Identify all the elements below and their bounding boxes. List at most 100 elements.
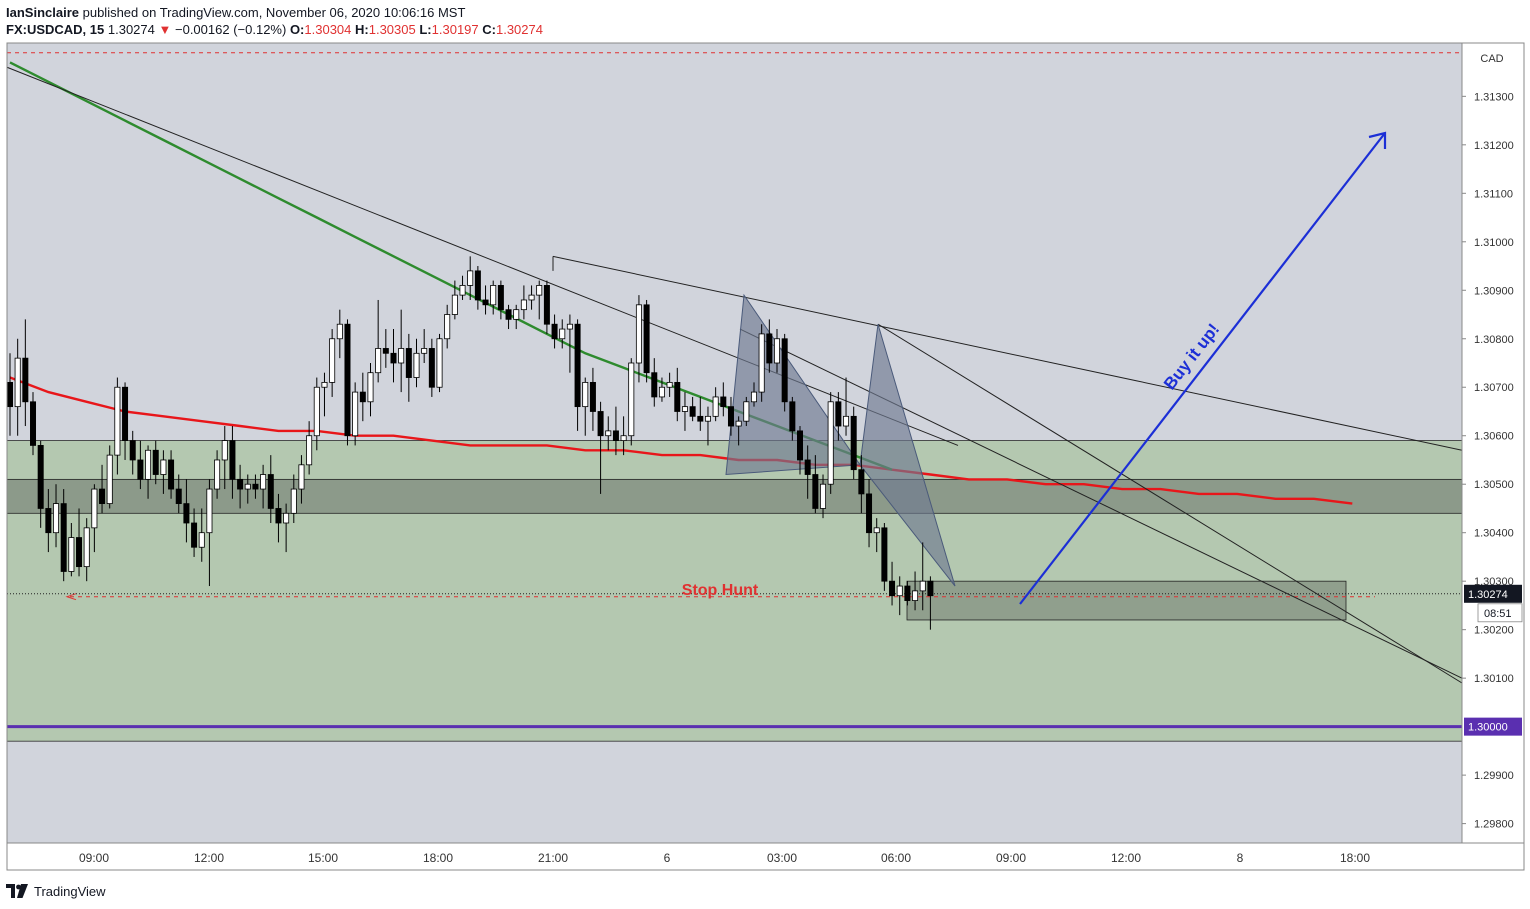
candle-body bbox=[643, 304, 650, 374]
candle-body bbox=[896, 585, 903, 597]
candle bbox=[413, 338, 420, 388]
candle bbox=[451, 280, 458, 320]
candle bbox=[14, 338, 21, 436]
candle-body bbox=[820, 483, 827, 509]
candle bbox=[804, 445, 811, 499]
candle-body bbox=[221, 440, 228, 461]
level-label: 1.30000 bbox=[1468, 722, 1508, 734]
candle-body bbox=[114, 386, 121, 456]
candle-body bbox=[712, 396, 719, 417]
candle bbox=[359, 372, 366, 422]
candle-body bbox=[774, 338, 781, 364]
candle bbox=[352, 382, 359, 446]
candle-body bbox=[528, 294, 535, 301]
candle-body bbox=[160, 459, 167, 475]
candle bbox=[566, 314, 573, 373]
candle bbox=[444, 304, 451, 349]
candle-body bbox=[152, 449, 159, 475]
candle bbox=[774, 329, 781, 373]
x-tick-label: 12:00 bbox=[1111, 851, 1141, 865]
candle bbox=[145, 445, 152, 499]
candle-body bbox=[298, 464, 305, 490]
candle bbox=[873, 518, 880, 553]
open-label: O: bbox=[289, 22, 305, 37]
candle-body bbox=[45, 508, 52, 534]
candle bbox=[720, 382, 727, 417]
candle bbox=[727, 396, 734, 436]
low-value: 1.30197 bbox=[431, 22, 479, 37]
candle bbox=[482, 285, 489, 315]
candle bbox=[582, 377, 589, 436]
candle-body bbox=[827, 401, 834, 485]
countdown-label: 08:51 bbox=[1484, 608, 1512, 620]
candle-body bbox=[267, 474, 274, 509]
candle bbox=[820, 474, 827, 519]
candle bbox=[467, 256, 474, 300]
candle-body bbox=[612, 430, 619, 441]
candle bbox=[597, 401, 604, 494]
candle-body bbox=[881, 527, 888, 582]
y-tick-label: 1.30500 bbox=[1474, 479, 1514, 491]
symbol-label[interactable]: FX:USDCAD, 15 bbox=[6, 22, 105, 37]
candle-body bbox=[482, 299, 489, 306]
candle bbox=[321, 372, 328, 417]
candle-body bbox=[467, 270, 474, 286]
candle-body bbox=[666, 381, 673, 388]
publish-line: IanSinclaire published on TradingView.co… bbox=[6, 5, 465, 20]
candle bbox=[405, 333, 412, 402]
candle bbox=[382, 329, 389, 368]
tradingview-brand[interactable]: TradingView bbox=[34, 883, 106, 899]
y-tick-label: 1.31300 bbox=[1474, 91, 1514, 103]
candle-body bbox=[428, 348, 435, 388]
candle-body bbox=[574, 323, 581, 408]
countdown-badge bbox=[1477, 603, 1523, 623]
stop-hunt-label: Stop Hunt bbox=[682, 582, 759, 599]
candle bbox=[513, 304, 520, 330]
candle bbox=[30, 392, 37, 456]
candle bbox=[91, 484, 98, 553]
candle bbox=[244, 474, 251, 504]
close-value: 1.30274 bbox=[495, 22, 543, 37]
candle-body bbox=[168, 459, 175, 490]
candle-body bbox=[635, 304, 642, 364]
x-tick-label: 8 bbox=[1237, 851, 1244, 865]
candle-body bbox=[382, 348, 389, 354]
candle-body bbox=[344, 323, 351, 437]
candle bbox=[114, 377, 121, 475]
candle bbox=[329, 329, 336, 397]
candle bbox=[658, 377, 665, 402]
candle-body bbox=[689, 406, 696, 417]
candle-body bbox=[436, 338, 443, 388]
candle-body bbox=[605, 430, 612, 437]
candle-body bbox=[927, 580, 934, 597]
candle bbox=[267, 455, 274, 523]
candle-body bbox=[260, 474, 267, 490]
candle bbox=[789, 396, 796, 441]
candle bbox=[797, 426, 804, 475]
price-axis[interactable] bbox=[1461, 42, 1525, 844]
candle bbox=[758, 324, 765, 402]
candle bbox=[497, 280, 504, 320]
x-tick-label: 06:00 bbox=[881, 851, 911, 865]
candle bbox=[612, 406, 619, 456]
candle-body bbox=[850, 415, 857, 471]
author-name[interactable]: IanSinclaire bbox=[6, 5, 79, 20]
candle-body bbox=[835, 401, 842, 427]
buy-arrow-line bbox=[1019, 132, 1386, 605]
y-tick-label: 1.29800 bbox=[1474, 819, 1514, 831]
candle bbox=[643, 299, 650, 383]
candle bbox=[99, 464, 106, 514]
y-tick-label: 1.31100 bbox=[1474, 188, 1513, 200]
candle bbox=[912, 571, 919, 611]
candle-body bbox=[589, 381, 596, 412]
candle-body bbox=[60, 503, 67, 572]
candle bbox=[198, 508, 205, 562]
candle-body bbox=[520, 299, 527, 311]
candle-body bbox=[99, 488, 106, 505]
candle bbox=[306, 421, 313, 475]
candle bbox=[505, 304, 512, 330]
candle-body bbox=[497, 285, 504, 311]
candle bbox=[45, 489, 52, 553]
footer: TradingView bbox=[6, 880, 106, 902]
